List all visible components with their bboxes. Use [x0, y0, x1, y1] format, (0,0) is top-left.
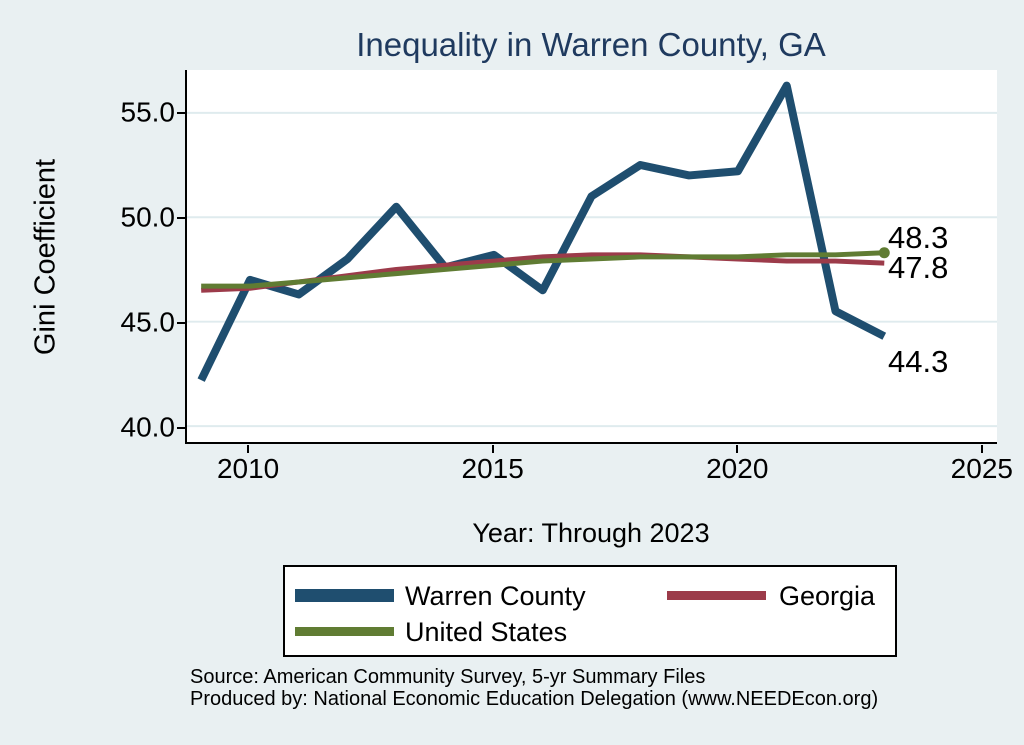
x-tick-label: 2010 [216, 453, 280, 484]
x-tick-label: 2020 [706, 453, 769, 484]
source-line-1: Source: American Community Survey, 5-yr … [190, 666, 706, 688]
x-tick-mark [980, 445, 983, 453]
x-tick-label: 2015 [461, 453, 524, 484]
legend-swatch-united-states [295, 627, 394, 636]
chart-lines-svg [187, 81, 997, 428]
source-note: Source: American Community Survey, 5-yr … [190, 666, 878, 710]
legend: Warren County Georgia United States [283, 565, 897, 657]
x-tick-mark [247, 445, 250, 453]
end-dot-united-states [878, 247, 890, 259]
end-label-georgia: 47.8 [888, 250, 949, 285]
series-line-united-states [201, 250, 885, 289]
end-label-united-states: 48.3 [888, 220, 949, 255]
x-tick-mark [736, 445, 739, 453]
y-tick-label: 50.0 [120, 201, 176, 233]
plot-area [185, 70, 997, 444]
source-line-2: Produced by: National Economic Education… [190, 688, 879, 710]
y-tick-mark [177, 427, 185, 430]
x-tick-mark [491, 445, 494, 453]
legend-swatch-georgia [667, 591, 766, 600]
legend-label-georgia: Georgia [779, 581, 876, 611]
y-tick-mark [177, 322, 185, 325]
y-tick-label: 40.0 [120, 411, 176, 443]
y-axis-title: Gini Coefficient [29, 158, 62, 356]
y-tick-mark [177, 112, 185, 115]
x-tick-label: 2025 [950, 453, 1013, 484]
y-tick-mark [177, 217, 185, 220]
legend-swatch-warren-county [295, 589, 394, 602]
y-tick-label: 55.0 [120, 96, 176, 128]
chart-title: Inequality in Warren County, GA [356, 26, 826, 63]
y-tick-label: 45.0 [120, 306, 176, 338]
x-axis-title: Year: Through 2023 [472, 518, 710, 548]
end-label-warren-county: 44.3 [888, 344, 949, 379]
legend-label-warren-county: Warren County [405, 581, 586, 611]
series-line-warren-county [197, 81, 887, 382]
legend-label-united-states: United States [405, 617, 568, 647]
